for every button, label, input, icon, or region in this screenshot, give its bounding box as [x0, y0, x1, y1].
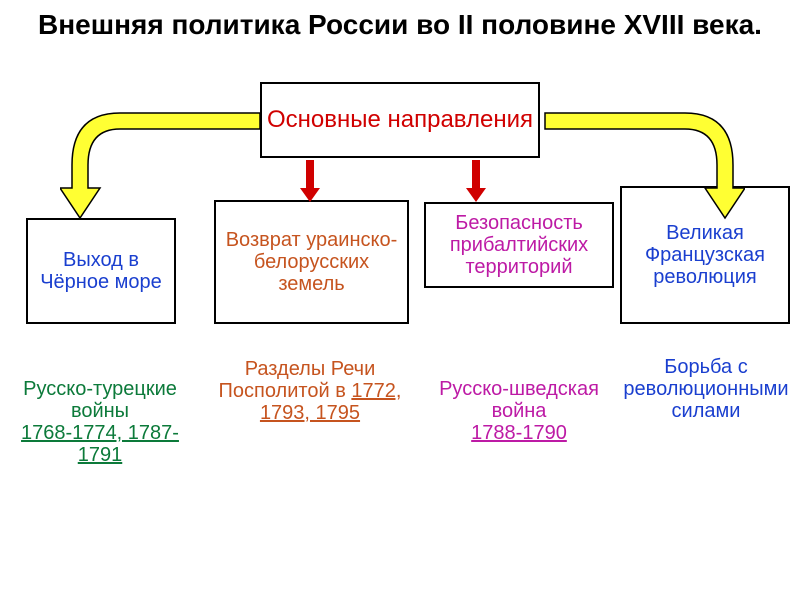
curve-arrow-right-icon	[535, 110, 745, 220]
page-title: Внешняя политика России во II половине X…	[0, 0, 800, 42]
detail-dates: 1768-1774, 1787-1791	[21, 422, 179, 466]
red-arrow-icon	[302, 160, 318, 202]
curve-arrow-left-icon	[60, 110, 270, 220]
direction-label: Выход в Чёрное море	[32, 249, 170, 293]
detail-russo-turkish: Русско-турецкие войны 1768-1774, 1787-17…	[20, 378, 180, 466]
main-directions-box: Основные направления	[260, 82, 540, 158]
main-directions-label: Основные направления	[267, 106, 533, 134]
direction-box-black-sea: Выход в Чёрное море	[26, 218, 176, 324]
detail-text: Русско-турецкие войны	[23, 378, 177, 422]
detail-partitions: Разделы Речи Посполитой в 1772, 1793, 17…	[210, 358, 410, 424]
direction-label: Великая Французская революция	[626, 222, 784, 288]
detail-text: Борьба с революционными силами	[623, 356, 788, 422]
detail-russo-swedish: Русско-шведская война 1788-1790	[424, 378, 614, 444]
detail-text: Русско-шведская война	[439, 378, 599, 422]
direction-label: Возврат ураинско-белорусских земель	[220, 229, 403, 295]
detail-dates: 1788-1790	[471, 422, 567, 444]
detail-counter-revolution: Борьба с революционными силами	[622, 356, 790, 422]
direction-label: Безопасность прибалтийских территорий	[430, 212, 608, 278]
red-arrow-icon	[468, 160, 484, 202]
